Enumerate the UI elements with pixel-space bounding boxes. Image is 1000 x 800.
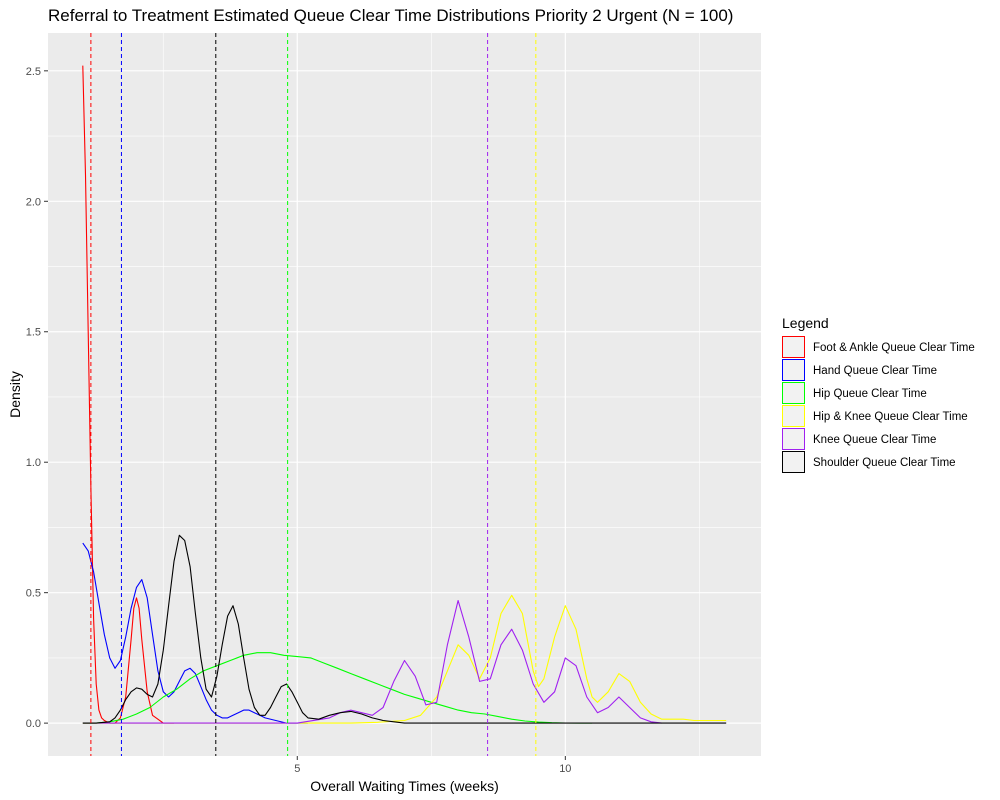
series-line (82, 542, 308, 724)
legend-label: Knee Queue Clear Time (813, 434, 936, 446)
y-axis-title: Density (7, 371, 23, 418)
x-tick-label: 10 (559, 763, 571, 775)
legend-label: Shoulder Queue Clear Time (813, 457, 956, 469)
chart-title: Referral to Treatment Estimated Queue Cl… (48, 6, 734, 25)
legend-key (782, 336, 805, 358)
legend-title: Legend (782, 315, 829, 331)
legend-label: Foot & Ankle Queue Clear Time (813, 342, 975, 354)
series-line (82, 599, 662, 724)
y-tick-label: 2.5 (26, 66, 41, 78)
x-axis-title: Overall Waiting Times (weeks) (310, 778, 499, 794)
legend: Legend Foot & Ankle Queue Clear Time Hand… (782, 315, 975, 473)
plot-background (48, 33, 761, 756)
x-tick-label: 5 (294, 763, 300, 775)
legend-label: Hip Queue Clear Time (813, 388, 927, 400)
series-line (82, 652, 593, 724)
axes: 0.0 0.5 1.0 1.5 2.0 2.5 5 10 (26, 66, 572, 775)
mean-lines (90, 33, 537, 756)
y-tick-label: 0.5 (26, 588, 41, 600)
legend-key (782, 382, 805, 404)
y-tick-label: 1.0 (26, 457, 41, 469)
legend-key (782, 405, 805, 427)
legend-key (782, 451, 805, 473)
legend-label: Hand Queue Clear Time (813, 365, 937, 377)
density-curves (82, 65, 727, 724)
series-line (82, 594, 727, 724)
legend-key (782, 359, 805, 381)
y-tick-label: 2.0 (26, 196, 41, 208)
y-tick-label: 1.5 (26, 327, 41, 339)
y-tick-label: 0.0 (26, 718, 41, 730)
legend-key (782, 428, 805, 450)
legend-label: Hip & Knee Queue Clear Time (813, 411, 968, 423)
series-line (82, 534, 727, 724)
